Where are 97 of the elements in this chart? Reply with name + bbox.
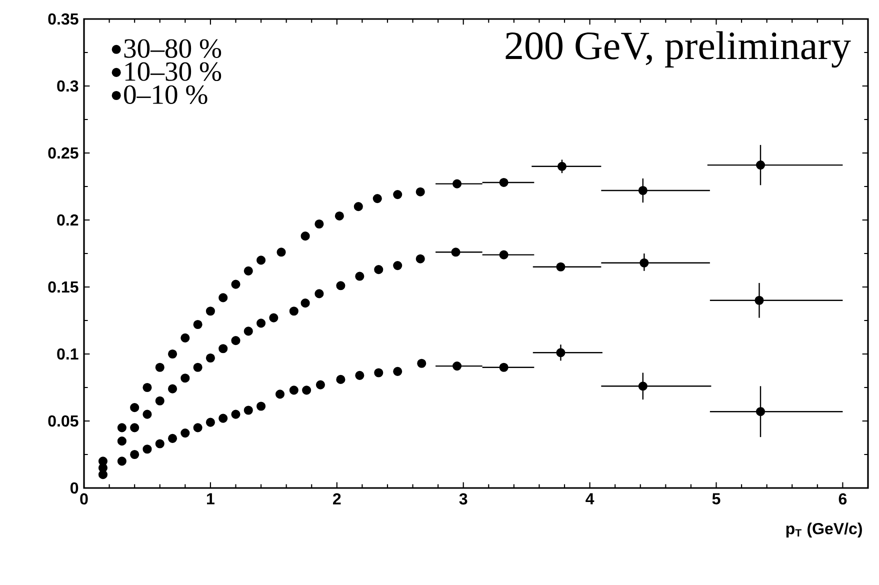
legend-label: 10–30 % bbox=[125, 62, 222, 82]
y-tick-label: 0.15 bbox=[48, 281, 78, 293]
point bbox=[300, 298, 310, 308]
point bbox=[130, 423, 140, 432]
point bbox=[231, 280, 240, 289]
y-tick-label: 0.1 bbox=[57, 348, 78, 360]
x-tick-label: 4 bbox=[586, 493, 594, 504]
point bbox=[180, 428, 190, 438]
y-tick-label: 0.05 bbox=[48, 415, 78, 427]
point bbox=[314, 219, 324, 229]
point bbox=[416, 187, 425, 196]
point bbox=[499, 362, 508, 372]
point bbox=[374, 265, 384, 274]
point bbox=[218, 344, 228, 354]
point bbox=[416, 254, 425, 264]
y-tick-label: 0.3 bbox=[57, 80, 78, 92]
point bbox=[117, 423, 126, 432]
point bbox=[499, 250, 508, 260]
point bbox=[206, 353, 215, 363]
point bbox=[218, 414, 228, 423]
point bbox=[244, 406, 253, 415]
point bbox=[206, 418, 215, 427]
y-tick-label: 0.2 bbox=[57, 214, 78, 226]
point bbox=[417, 358, 426, 368]
point bbox=[269, 313, 278, 322]
point bbox=[117, 456, 126, 466]
point bbox=[393, 261, 402, 270]
point bbox=[451, 248, 460, 257]
x-tick-label: 0 bbox=[80, 493, 88, 505]
point bbox=[316, 380, 326, 390]
point bbox=[302, 386, 312, 395]
point bbox=[374, 368, 384, 378]
y-tick-label: 0.25 bbox=[48, 147, 78, 159]
point bbox=[756, 407, 766, 416]
x-axis-title: p$_{T}$ (GeV/c) bbox=[786, 522, 862, 538]
legend-label: 30–80 % bbox=[124, 39, 222, 58]
point bbox=[756, 160, 766, 170]
point bbox=[206, 306, 215, 316]
point bbox=[168, 349, 178, 359]
point bbox=[244, 266, 253, 276]
point bbox=[355, 272, 364, 281]
point bbox=[355, 370, 364, 380]
point bbox=[300, 232, 310, 241]
point bbox=[336, 374, 346, 384]
point bbox=[256, 256, 266, 265]
point bbox=[276, 248, 286, 257]
point bbox=[218, 293, 228, 302]
point bbox=[452, 362, 462, 371]
point bbox=[499, 178, 508, 188]
point bbox=[231, 336, 240, 346]
point bbox=[334, 211, 344, 221]
point bbox=[193, 362, 202, 372]
annotation: 200 GeV, preliminary bbox=[506, 31, 851, 68]
point bbox=[289, 386, 298, 395]
point bbox=[142, 410, 152, 419]
point bbox=[142, 444, 152, 454]
x-tick-label: 6 bbox=[838, 493, 847, 505]
point bbox=[193, 423, 202, 432]
point bbox=[275, 390, 285, 399]
point bbox=[393, 366, 402, 376]
point bbox=[155, 396, 164, 406]
point bbox=[193, 320, 202, 330]
point bbox=[314, 289, 324, 298]
point bbox=[98, 470, 108, 480]
x-tick-label: 3 bbox=[459, 493, 468, 505]
point bbox=[754, 296, 764, 305]
point bbox=[231, 410, 240, 419]
legend-label: 0–10 % bbox=[124, 85, 208, 104]
y-tick-label: 0 bbox=[70, 482, 78, 494]
x-tick-label: 1 bbox=[207, 493, 214, 504]
point bbox=[130, 450, 140, 460]
point bbox=[168, 434, 178, 443]
point bbox=[372, 194, 382, 204]
point bbox=[289, 306, 298, 316]
point bbox=[640, 258, 649, 268]
point bbox=[256, 318, 266, 328]
point bbox=[256, 402, 266, 411]
point bbox=[130, 403, 140, 412]
point bbox=[556, 348, 566, 358]
x-tick-label: 5 bbox=[712, 493, 720, 504]
point bbox=[180, 333, 190, 342]
x-tick-label: 2 bbox=[333, 493, 341, 504]
point bbox=[142, 382, 152, 392]
point bbox=[155, 362, 164, 372]
point bbox=[393, 190, 402, 200]
point bbox=[244, 326, 253, 336]
y-tick-label: 0.35 bbox=[48, 13, 78, 25]
point bbox=[638, 186, 648, 196]
point bbox=[168, 384, 178, 394]
point bbox=[638, 382, 648, 391]
point bbox=[556, 262, 566, 272]
point bbox=[354, 202, 363, 212]
point bbox=[452, 179, 462, 188]
point bbox=[117, 436, 126, 446]
point bbox=[155, 439, 164, 448]
point bbox=[180, 374, 190, 383]
point bbox=[336, 281, 346, 290]
